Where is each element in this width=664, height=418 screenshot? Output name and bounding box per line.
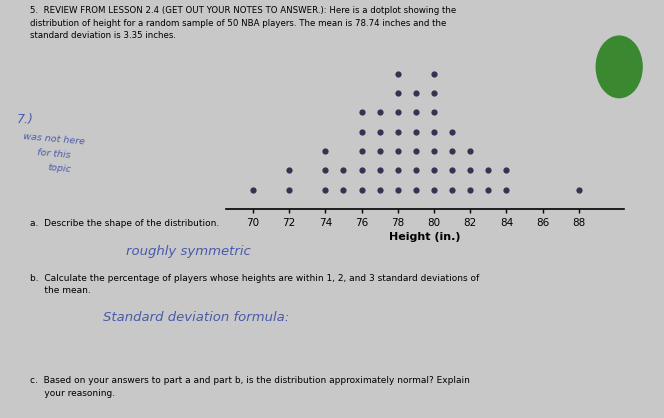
Text: distribution of height for a random sample of 50 NBA players. The mean is 78.74 : distribution of height for a random samp…: [30, 19, 446, 28]
Text: topic: topic: [48, 163, 72, 174]
Text: c.  Based on your answers to part a and part b, is the distribution approximatel: c. Based on your answers to part a and p…: [30, 376, 469, 385]
Text: b.  Calculate the percentage of players whose heights are within 1, 2, and 3 sta: b. Calculate the percentage of players w…: [30, 274, 479, 283]
Text: Standard deviation formula:: Standard deviation formula:: [103, 311, 289, 324]
Text: 5.  REVIEW FROM LESSON 2.4 (GET OUT YOUR NOTES TO ANSWER.): Here is a dotplot sh: 5. REVIEW FROM LESSON 2.4 (GET OUT YOUR …: [30, 6, 456, 15]
Text: for this: for this: [37, 148, 70, 160]
Text: your reasoning.: your reasoning.: [30, 389, 115, 398]
Text: 7.): 7.): [17, 113, 33, 126]
Text: was not here: was not here: [23, 132, 86, 146]
Text: a.  Describe the shape of the distribution.: a. Describe the shape of the distributio…: [30, 219, 219, 229]
Circle shape: [596, 36, 642, 98]
Text: the mean.: the mean.: [30, 286, 90, 296]
Text: standard deviation is 3.35 inches.: standard deviation is 3.35 inches.: [30, 31, 176, 41]
X-axis label: Height (in.): Height (in.): [389, 232, 461, 242]
Text: roughly symmetric: roughly symmetric: [126, 245, 251, 257]
